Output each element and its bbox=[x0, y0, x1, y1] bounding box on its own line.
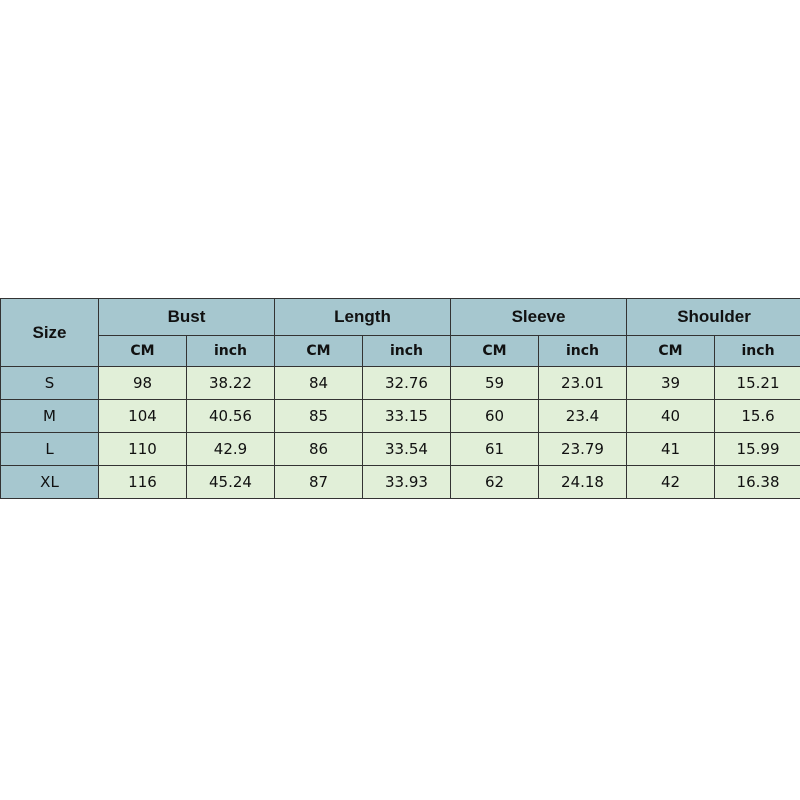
value-cell: 45.24 bbox=[186, 465, 275, 499]
value-cell: 38.22 bbox=[186, 366, 275, 400]
unit-header-inch: inch bbox=[362, 335, 451, 367]
size-cell: XL bbox=[0, 465, 99, 499]
unit-header-inch: inch bbox=[714, 335, 800, 367]
unit-header-inch: inch bbox=[186, 335, 275, 367]
unit-header-cm: CM bbox=[274, 335, 363, 367]
value-cell: 23.01 bbox=[537, 366, 628, 400]
unit-header-cm: CM bbox=[626, 335, 716, 367]
value-cell: 24.18 bbox=[537, 465, 628, 499]
value-cell: 61 bbox=[450, 432, 539, 466]
bust-header: Bust bbox=[98, 298, 275, 336]
value-cell: 41 bbox=[626, 432, 716, 466]
table-row: XL 116 45.24 87 33.93 62 24.18 42 16.38 bbox=[0, 465, 800, 499]
value-cell: 16.38 bbox=[714, 465, 800, 499]
value-cell: 87 bbox=[274, 465, 363, 499]
value-cell: 15.99 bbox=[714, 432, 800, 466]
unit-header-cm: CM bbox=[98, 335, 187, 367]
value-cell: 85 bbox=[274, 399, 363, 433]
value-cell: 84 bbox=[274, 366, 363, 400]
value-cell: 116 bbox=[98, 465, 187, 499]
value-cell: 15.21 bbox=[714, 366, 800, 400]
size-cell: M bbox=[0, 399, 99, 433]
value-cell: 23.79 bbox=[537, 432, 628, 466]
value-cell: 23.4 bbox=[537, 399, 628, 433]
value-cell: 40 bbox=[626, 399, 716, 433]
value-cell: 42 bbox=[626, 465, 716, 499]
sleeve-header: Sleeve bbox=[449, 298, 628, 336]
shoulder-header: Shoulder bbox=[626, 298, 800, 336]
value-cell: 33.93 bbox=[362, 465, 451, 499]
table-row: M 104 40.56 85 33.15 60 23.4 40 15.6 bbox=[0, 399, 800, 433]
size-header: Size bbox=[0, 298, 99, 367]
unit-header-inch: inch bbox=[537, 335, 628, 367]
value-cell: 39 bbox=[626, 366, 716, 400]
value-cell: 60 bbox=[450, 399, 539, 433]
size-cell: S bbox=[0, 366, 99, 400]
unit-header-cm: CM bbox=[450, 335, 539, 367]
value-cell: 40.56 bbox=[186, 399, 275, 433]
size-chart-table: Size Bust Length Sleeve Shoulder CM inch C… bbox=[0, 298, 800, 499]
value-cell: 86 bbox=[274, 432, 363, 466]
size-cell: L bbox=[0, 432, 99, 466]
length-header: Length bbox=[274, 298, 451, 336]
value-cell: 110 bbox=[98, 432, 187, 466]
value-cell: 62 bbox=[450, 465, 539, 499]
value-cell: 98 bbox=[98, 366, 187, 400]
value-cell: 59 bbox=[450, 366, 539, 400]
table-row: S 98 38.22 84 32.76 59 23.01 39 15.21 bbox=[0, 366, 800, 400]
value-cell: 42.9 bbox=[186, 432, 275, 466]
table-row: L 110 42.9 86 33.54 61 23.79 41 15.99 bbox=[0, 432, 800, 466]
value-cell: 15.6 bbox=[714, 399, 800, 433]
value-cell: 104 bbox=[98, 399, 187, 433]
value-cell: 33.15 bbox=[362, 399, 451, 433]
value-cell: 33.54 bbox=[362, 432, 451, 466]
value-cell: 32.76 bbox=[362, 366, 451, 400]
